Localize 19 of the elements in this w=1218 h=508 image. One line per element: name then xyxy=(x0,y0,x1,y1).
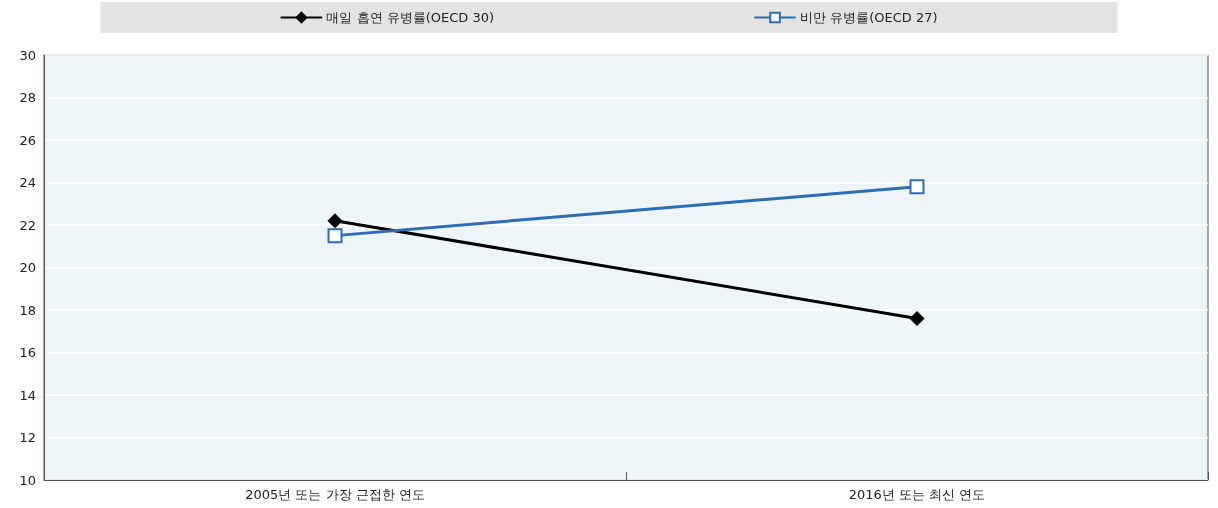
x-tick-label: 2016년 또는 최신 연도 xyxy=(848,487,986,502)
y-tick-label: 16 xyxy=(19,345,36,360)
x-tick-label: 2005년 또는 가장 근접한 연도 xyxy=(245,487,425,502)
y-tick-label: 28 xyxy=(19,90,36,105)
point xyxy=(909,179,925,195)
y-tick-label: 18 xyxy=(19,302,36,318)
point xyxy=(327,228,343,244)
y-tick-label: 26 xyxy=(19,132,36,148)
y-tick-label: 20 xyxy=(19,260,36,275)
point xyxy=(327,213,343,229)
y-tick-label: 24 xyxy=(19,175,36,190)
legend-label: 매일 흡연 유병률(OECD 30) xyxy=(326,10,495,25)
point xyxy=(909,311,925,326)
y-tick-label: 12 xyxy=(19,430,36,445)
y-tick-label: 10 xyxy=(19,472,36,488)
y-tick-label: 14 xyxy=(19,387,36,403)
y-tick-label: 30 xyxy=(19,47,36,63)
y-tick-label: 22 xyxy=(19,217,36,233)
legend-label: 비만 유병률(OECD 27) xyxy=(800,10,938,25)
